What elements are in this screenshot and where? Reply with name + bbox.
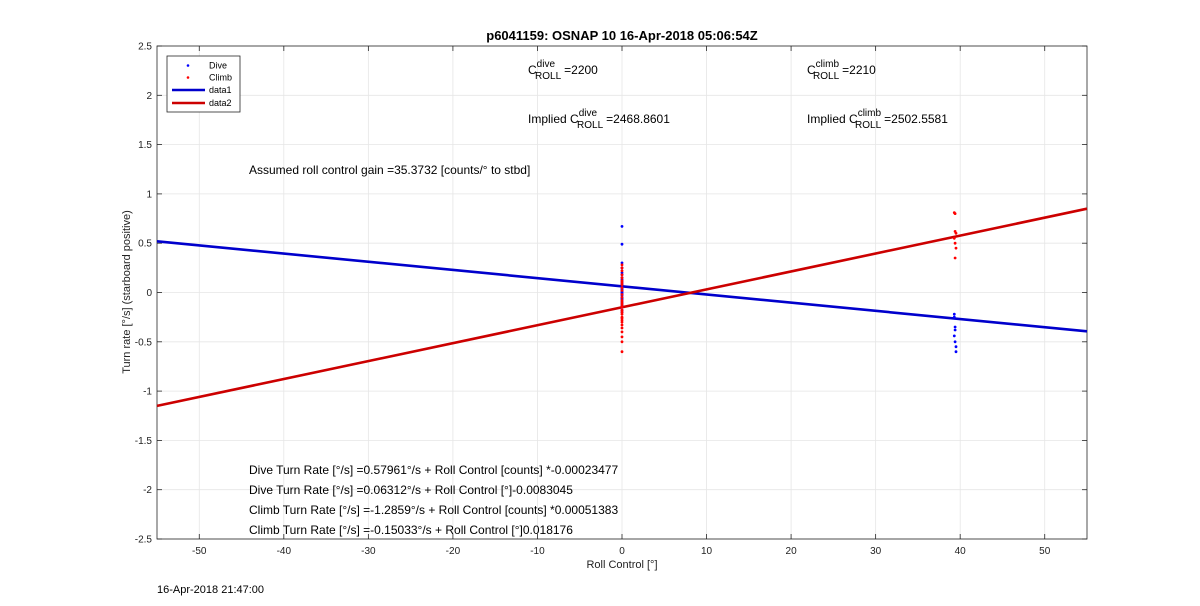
point-climb — [620, 289, 624, 292]
point-climb — [620, 286, 624, 289]
point-dive — [954, 350, 958, 354]
point-dive — [953, 340, 957, 344]
point-dive — [620, 271, 624, 275]
point-climb — [620, 326, 624, 330]
y-axis-label: Turn rate [°/s] (starboard positive) — [121, 210, 133, 374]
point-climb — [620, 308, 624, 312]
y-tick-label: 0.5 — [138, 239, 152, 250]
point-climb — [954, 231, 958, 235]
point-dive — [953, 325, 957, 329]
x-tick-label: -40 — [277, 546, 292, 557]
legend-data1-label: data1 — [209, 85, 232, 95]
point-climb — [620, 293, 624, 296]
point-climb — [620, 318, 624, 322]
y-tick-label: 2 — [146, 91, 152, 102]
legend-climb-label: Climb — [209, 73, 232, 83]
y-axis-ticks: -2.5 -2 -1.5 -1 -0.5 0 0.5 1 1.5 2 2.5 — [135, 42, 1087, 546]
x-tick-label: 50 — [1039, 546, 1051, 557]
point-climb — [620, 302, 624, 306]
x-tick-label: 40 — [955, 546, 967, 557]
point-climb — [953, 212, 957, 216]
point-climb — [620, 266, 624, 270]
point-climb — [620, 320, 624, 324]
point-climb — [620, 310, 624, 314]
point-dive — [953, 328, 957, 332]
x-tick-label: 10 — [701, 546, 713, 557]
point-dive — [952, 334, 956, 338]
y-tick-label: 2.5 — [138, 42, 152, 53]
point-climb — [954, 246, 958, 250]
implied-c-roll-climb-annotation: Implied Cclimb ROLL =2502.5581 — [807, 108, 948, 131]
y-tick-label: -0.5 — [135, 337, 153, 348]
legend-data2-label: data2 — [209, 98, 232, 108]
point-climb — [620, 350, 624, 354]
y-tick-label: 1.5 — [138, 140, 152, 151]
point-climb — [620, 316, 624, 320]
y-tick-label: 1 — [146, 189, 152, 200]
point-dive — [620, 225, 624, 228]
point-dive — [620, 261, 624, 265]
x-tick-label: -10 — [530, 546, 545, 557]
fit-equation: Dive Turn Rate [°/s] =0.06312°/s + Roll … — [249, 483, 573, 497]
point-climb — [620, 283, 624, 286]
y-tick-label: -1 — [143, 387, 152, 398]
roll-gain-annotation: Assumed roll control gain =35.3732 [coun… — [249, 163, 530, 177]
point-climb — [952, 236, 956, 240]
legend-dive-marker — [186, 64, 190, 67]
point-climb — [620, 340, 624, 344]
x-tick-label: 30 — [870, 546, 882, 557]
point-climb — [620, 273, 624, 277]
fit-equation: Dive Turn Rate [°/s] =0.57961°/s + Roll … — [249, 463, 618, 477]
point-climb — [620, 335, 624, 339]
chart-title: p6041159: OSNAP 10 16-Apr-2018 05:06:54Z — [486, 28, 758, 43]
point-climb — [620, 296, 624, 299]
legend-dive-label: Dive — [209, 61, 227, 71]
point-climb — [620, 281, 624, 284]
c-roll-dive-annotation: Cdive ROLL =2200 — [528, 59, 598, 82]
y-tick-label: -1.5 — [135, 436, 153, 447]
point-dive — [952, 312, 956, 316]
point-dive — [954, 345, 958, 349]
y-tick-label: -2 — [143, 485, 152, 496]
y-tick-label: -2.5 — [135, 535, 153, 546]
point-climb — [620, 299, 624, 302]
fit-equation: Climb Turn Rate [°/s] =-1.2859°/s + Roll… — [249, 503, 618, 517]
implied-c-roll-dive-annotation: Implied Cdive ROLL =2468.8601 — [528, 108, 670, 131]
point-climb — [620, 323, 624, 327]
point-climb — [620, 263, 624, 267]
x-tick-label: -20 — [446, 546, 461, 557]
point-climb — [620, 304, 624, 308]
point-climb — [620, 269, 624, 273]
c-roll-climb-annotation: Cclimb ROLL =2210 — [807, 59, 876, 82]
x-tick-label: -50 — [192, 546, 207, 557]
x-axis-ticks: -50 -40 -30 -20 -10 0 10 20 30 40 50 — [192, 46, 1051, 557]
data-points — [620, 211, 958, 354]
point-climb — [953, 256, 957, 260]
point-dive — [620, 242, 624, 246]
legend-climb-marker — [186, 76, 190, 79]
x-tick-label: -30 — [361, 546, 376, 557]
x-tick-label: 20 — [786, 546, 798, 557]
legend: Dive Climb data1 data2 — [166, 55, 241, 113]
point-climb — [620, 312, 624, 316]
point-climb — [620, 276, 624, 280]
x-tick-label: 0 — [619, 546, 625, 557]
point-climb — [620, 330, 624, 334]
x-axis-label: Roll Control [°] — [586, 559, 657, 571]
fit-equation: Climb Turn Rate [°/s] =-0.15033°/s + Rol… — [249, 523, 573, 537]
timestamp: 16-Apr-2018 21:47:00 — [157, 584, 264, 596]
point-climb — [953, 241, 957, 245]
y-tick-label: 0 — [146, 288, 152, 299]
point-dive — [952, 315, 956, 319]
